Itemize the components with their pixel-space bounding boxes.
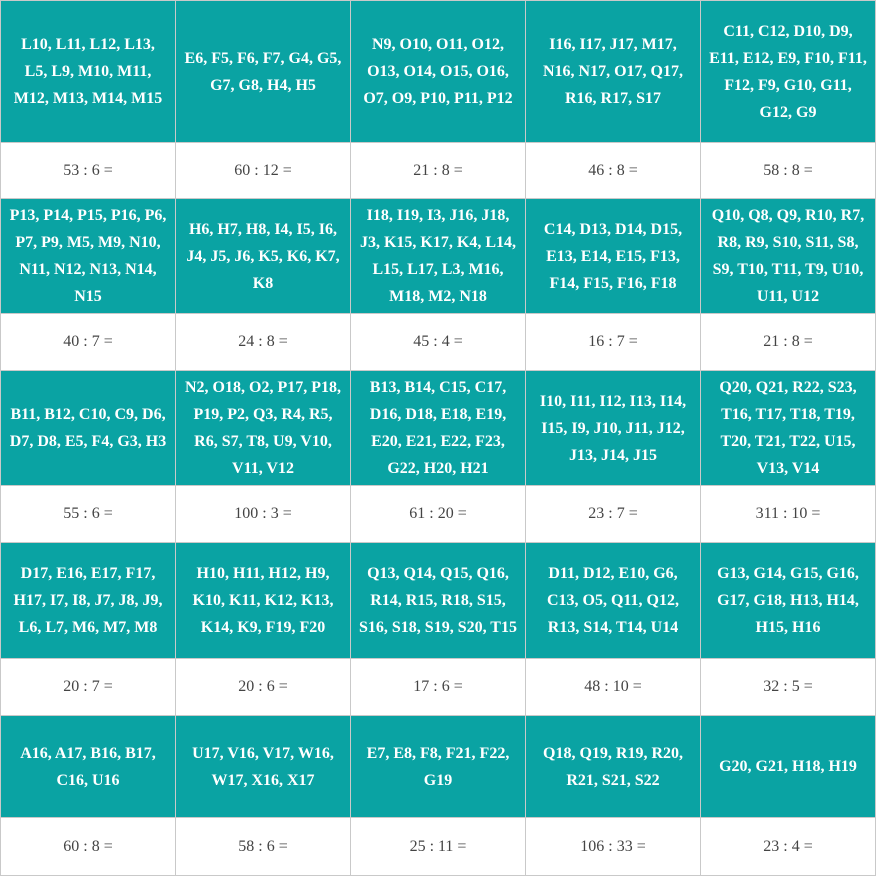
cell-list: G13, G14, G15, G16, G17, G18, H13, H14, … — [700, 542, 876, 659]
cell-list: D17, E16, E17, F17, H17, I7, I8, J7, J8,… — [0, 542, 176, 659]
cell-group-row: A16, A17, B16, B17, C16, U16 U17, V16, V… — [0, 715, 876, 818]
cell-list: Q18, Q19, R19, R20, R21, S21, S22 — [525, 715, 701, 818]
division-problem: 17 : 6 = — [350, 658, 526, 716]
cell-list: A16, A17, B16, B17, C16, U16 — [0, 715, 176, 818]
cell-list: I18, I19, I3, J16, J18, J3, K15, K17, K4… — [350, 198, 526, 314]
division-problem: 24 : 8 = — [175, 313, 351, 371]
cell-list: L10, L11, L12, L13, L5, L9, M10, M11, M1… — [0, 0, 176, 143]
division-problem: 106 : 33 = — [525, 817, 701, 876]
division-problem: 60 : 8 = — [0, 817, 176, 876]
cell-group-row: L10, L11, L12, L13, L5, L9, M10, M11, M1… — [0, 0, 876, 143]
division-problem: 48 : 10 = — [525, 658, 701, 716]
cell-list: P13, P14, P15, P16, P6, P7, P9, M5, M9, … — [0, 198, 176, 314]
cell-group-row: B11, B12, C10, C9, D6, D7, D8, E5, F4, G… — [0, 370, 876, 486]
division-problem: 23 : 4 = — [700, 817, 876, 876]
division-problem: 55 : 6 = — [0, 485, 176, 543]
division-problem: 45 : 4 = — [350, 313, 526, 371]
division-row: 60 : 8 = 58 : 6 = 25 : 11 = 106 : 33 = 2… — [0, 817, 876, 876]
division-row: 55 : 6 = 100 : 3 = 61 : 20 = 23 : 7 = 31… — [0, 485, 876, 543]
cell-list: N2, O18, O2, P17, P18, P19, P2, Q3, R4, … — [175, 370, 351, 486]
division-problem: 100 : 3 = — [175, 485, 351, 543]
division-row: 40 : 7 = 24 : 8 = 45 : 4 = 16 : 7 = 21 :… — [0, 313, 876, 371]
division-problem: 61 : 20 = — [350, 485, 526, 543]
cell-list: Q10, Q8, Q9, R10, R7, R8, R9, S10, S11, … — [700, 198, 876, 314]
cell-list: H10, H11, H12, H9, K10, K11, K12, K13, K… — [175, 542, 351, 659]
division-problem: 20 : 6 = — [175, 658, 351, 716]
division-problem: 20 : 7 = — [0, 658, 176, 716]
cell-list: B13, B14, C15, C17, D16, D18, E18, E19, … — [350, 370, 526, 486]
division-problem: 32 : 5 = — [700, 658, 876, 716]
cell-list: N9, O10, O11, O12, O13, O14, O15, O16, O… — [350, 0, 526, 143]
division-row: 53 : 6 = 60 : 12 = 21 : 8 = 46 : 8 = 58 … — [0, 142, 876, 199]
division-problem: 16 : 7 = — [525, 313, 701, 371]
cell-list: G20, G21, H18, H19 — [700, 715, 876, 818]
cell-list: I16, I17, J17, M17, N16, N17, O17, Q17, … — [525, 0, 701, 143]
cell-list: E6, F5, F6, F7, G4, G5, G7, G8, H4, H5 — [175, 0, 351, 143]
division-problem: 58 : 6 = — [175, 817, 351, 876]
division-problem: 58 : 8 = — [700, 142, 876, 199]
cell-list: I10, I11, I12, I13, I14, I15, I9, J10, J… — [525, 370, 701, 486]
division-problem: 23 : 7 = — [525, 485, 701, 543]
division-problem: 311 : 10 = — [700, 485, 876, 543]
division-problem: 46 : 8 = — [525, 142, 701, 199]
cell-list: C14, D13, D14, D15, E13, E14, E15, F13, … — [525, 198, 701, 314]
cell-list: B11, B12, C10, C9, D6, D7, D8, E5, F4, G… — [0, 370, 176, 486]
cell-list: U17, V16, V17, W16, W17, X16, X17 — [175, 715, 351, 818]
division-problem: 60 : 12 = — [175, 142, 351, 199]
division-problem: 25 : 11 = — [350, 817, 526, 876]
division-problem: 21 : 8 = — [350, 142, 526, 199]
cell-group-row: D17, E16, E17, F17, H17, I7, I8, J7, J8,… — [0, 542, 876, 659]
division-problem: 21 : 8 = — [700, 313, 876, 371]
division-problem: 40 : 7 = — [0, 313, 176, 371]
cell-list: C11, C12, D10, D9, E11, E12, E9, F10, F1… — [700, 0, 876, 143]
cell-list: H6, H7, H8, I4, I5, I6, J4, J5, J6, K5, … — [175, 198, 351, 314]
cell-list: Q20, Q21, R22, S23, T16, T17, T18, T19, … — [700, 370, 876, 486]
cell-list: Q13, Q14, Q15, Q16, R14, R15, R18, S15, … — [350, 542, 526, 659]
division-problem: 53 : 6 = — [0, 142, 176, 199]
cell-group-row: P13, P14, P15, P16, P6, P7, P9, M5, M9, … — [0, 198, 876, 314]
cell-list: E7, E8, F8, F21, F22, G19 — [350, 715, 526, 818]
division-row: 20 : 7 = 20 : 6 = 17 : 6 = 48 : 10 = 32 … — [0, 658, 876, 716]
cell-list: D11, D12, E10, G6, C13, O5, Q11, Q12, R1… — [525, 542, 701, 659]
